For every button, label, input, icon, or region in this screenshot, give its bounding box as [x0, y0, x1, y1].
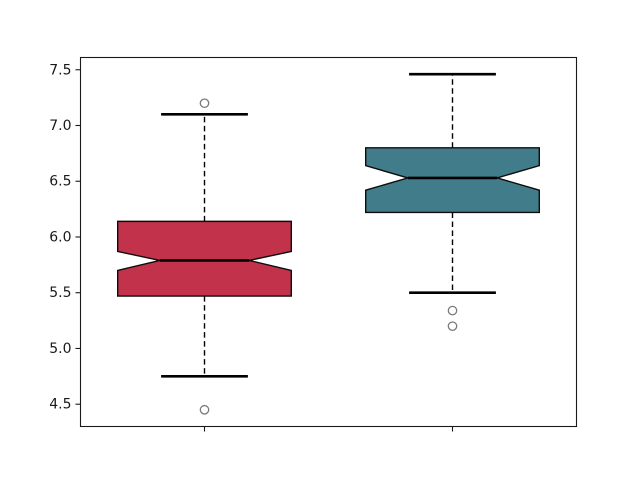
y-tick-label: 6.5: [49, 174, 71, 190]
box-2-outlier-point: [447, 321, 458, 332]
y-tick-label: 4.5: [49, 397, 71, 413]
y-tick-label: 5.0: [49, 341, 71, 357]
y-tick-label: 5.5: [49, 285, 71, 301]
box-2-outlier-point: [447, 305, 458, 316]
box-1-outlier-point: [199, 98, 210, 109]
plot-frame: [79, 56, 578, 428]
y-tick-label: 6.0: [49, 229, 71, 245]
y-tick-label: 7.5: [49, 62, 71, 78]
box-1-outlier-point: [199, 404, 210, 415]
y-tick-label: 7.0: [49, 118, 71, 134]
box-1-body: [116, 220, 292, 297]
box-2-body: [365, 147, 540, 214]
